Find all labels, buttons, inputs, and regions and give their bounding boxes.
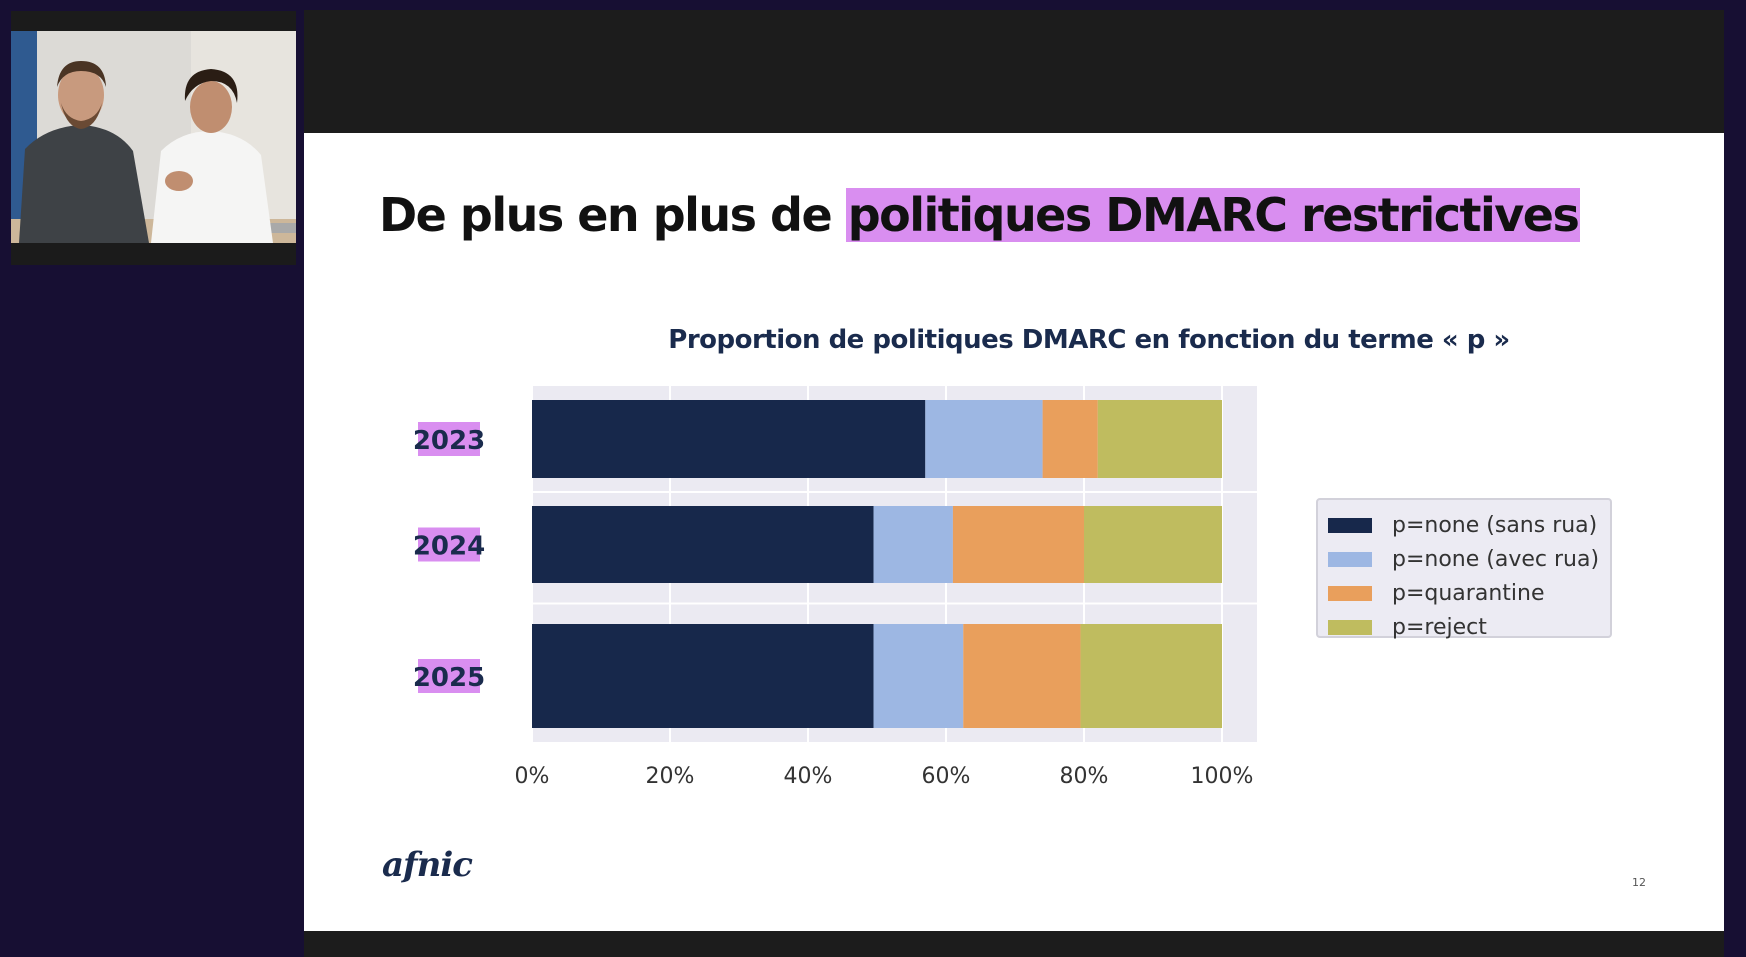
x-tick-label: 40%	[784, 764, 833, 789]
legend-item: p=quarantine	[1328, 576, 1600, 610]
bar-segment	[1042, 400, 1098, 478]
bar-segment	[952, 506, 1084, 583]
category-label: 2025	[413, 663, 485, 693]
x-tick-label: 60%	[922, 764, 971, 789]
stage-top-bar	[304, 10, 1724, 133]
presentation-slide: De plus en plus de politiques DMARC rest…	[304, 133, 1724, 931]
bar-segment	[532, 506, 874, 583]
slide-title-highlight: politiques DMARC restrictives	[845, 188, 1581, 242]
slide-title: De plus en plus de politiques DMARC rest…	[379, 183, 1581, 247]
bar-segment	[873, 506, 953, 583]
afnic-logo: afnic	[382, 845, 473, 885]
chart-title: Proportion de politiques DMARC en foncti…	[668, 325, 1510, 355]
legend-item: p=none (avec rua)	[1328, 542, 1600, 576]
bar-segment	[1097, 400, 1222, 478]
slide-title-text: De plus en plus de	[379, 188, 846, 242]
video-thumbnail[interactable]	[11, 11, 296, 265]
legend-item: p=none (sans rua)	[1328, 508, 1600, 542]
category-label: 2024	[413, 532, 485, 562]
stacked-bar-chart: 2023 2024 2025 0% 20% 40% 60% 80% 100%	[413, 384, 1257, 789]
x-tick-label: 20%	[646, 764, 695, 789]
bar-segment	[925, 400, 1043, 478]
legend-label: p=reject	[1392, 614, 1487, 640]
legend-item: p=reject	[1328, 610, 1600, 644]
legend-swatch	[1328, 517, 1372, 533]
webcam-video	[11, 31, 296, 243]
bar-segment	[532, 400, 926, 478]
bar-segment	[963, 624, 1081, 728]
category-label-highlight	[418, 659, 480, 693]
legend-label: p=quarantine	[1392, 580, 1545, 606]
legend-swatch	[1328, 551, 1372, 567]
chart-legend: p=none (sans rua) p=none (avec rua) p=quar…	[1316, 498, 1612, 640]
x-tick-label: 80%	[1060, 764, 1109, 789]
page-number: 12	[1632, 876, 1646, 889]
category-label-highlight	[418, 422, 480, 456]
bar-segment	[1080, 624, 1222, 728]
legend-label: p=none (avec rua)	[1392, 546, 1600, 572]
bar-segment	[873, 624, 964, 728]
category-label: 2023	[413, 426, 485, 456]
legend-label: p=none (sans rua)	[1392, 512, 1598, 538]
x-tick-label: 100%	[1191, 764, 1254, 789]
stage-bottom-bar	[304, 931, 1724, 957]
bar-segment	[1084, 506, 1222, 583]
category-label-highlight	[418, 527, 480, 562]
webcam-image	[11, 31, 296, 243]
x-tick-label: 0%	[515, 764, 550, 789]
bar-segment	[532, 624, 874, 728]
legend-swatch	[1328, 619, 1372, 635]
legend-swatch	[1328, 585, 1372, 601]
